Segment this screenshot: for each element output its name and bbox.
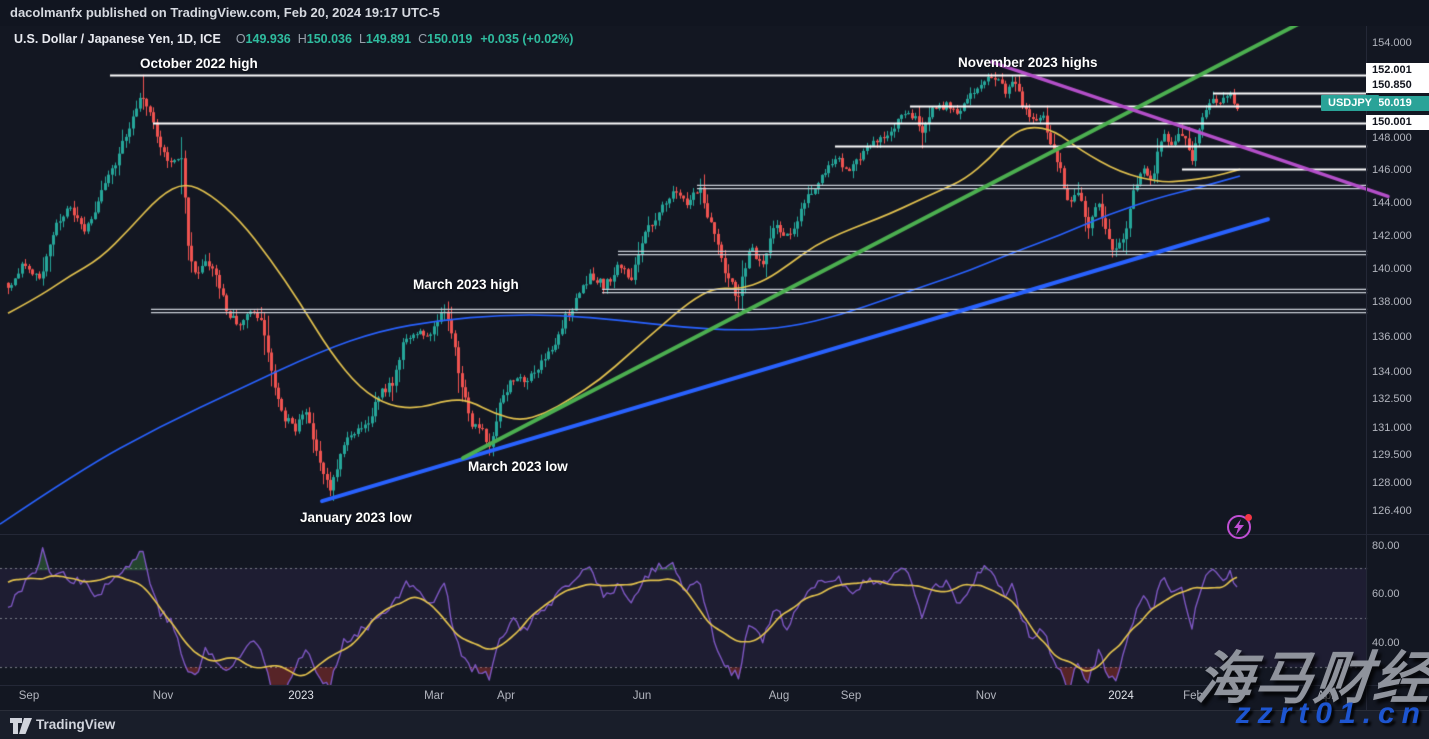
price-axis-tick[interactable]: 136.000 xyxy=(1372,331,1412,343)
price-axis-tick[interactable]: 148.000 xyxy=(1372,132,1412,144)
price-axis-tick[interactable]: 138.000 xyxy=(1372,296,1412,308)
price-axis-tick[interactable]: 126.400 xyxy=(1372,505,1412,517)
watermark-url: zzrt01.cn xyxy=(1235,697,1427,730)
time-axis-tick[interactable]: Sep xyxy=(18,690,40,702)
chart-canvas[interactable] xyxy=(0,0,1429,710)
attribution-bar: dacolmanfx published on TradingView.com,… xyxy=(0,0,1429,26)
chart-annotation: March 2023 high xyxy=(413,277,519,292)
high-label: H xyxy=(297,32,307,46)
price-badge-152.001: 152.001 xyxy=(1366,62,1429,78)
lightning-bolt-icon xyxy=(1234,519,1244,535)
timeline-border xyxy=(0,685,1429,686)
price-axis-tick[interactable]: 142.000 xyxy=(1372,230,1412,242)
price-axis-border xyxy=(1366,26,1367,710)
price-axis-tick[interactable]: 132.500 xyxy=(1372,393,1412,405)
time-axis-tick[interactable]: 2023 xyxy=(288,690,314,702)
price-axis-tick[interactable]: 131.000 xyxy=(1372,422,1412,434)
notification-dot xyxy=(1245,514,1252,521)
time-axis-tick[interactable]: Nov xyxy=(152,690,174,702)
time-axis-tick[interactable]: Mar xyxy=(424,690,444,702)
open-label: O xyxy=(235,32,246,46)
price-axis-tick[interactable]: 146.000 xyxy=(1372,164,1412,176)
pane-separator[interactable] xyxy=(0,534,1429,535)
open-value: 149.936 xyxy=(245,32,291,46)
close-label: C xyxy=(418,32,428,46)
time-axis-tick[interactable]: Aug xyxy=(768,690,790,702)
low-value: 149.891 xyxy=(365,32,412,46)
chart-annotation: January 2023 low xyxy=(300,510,412,525)
price-badge-150.001: 150.001 xyxy=(1366,114,1429,130)
time-axis-tick[interactable]: 2024 xyxy=(1108,690,1134,702)
chart-annotation: March 2023 low xyxy=(468,459,568,474)
time-axis-tick[interactable]: Jun xyxy=(632,690,652,702)
chart-annotation: October 2022 high xyxy=(140,56,258,71)
low-label: L xyxy=(358,32,366,46)
price-axis-tick[interactable]: 144.000 xyxy=(1372,197,1412,209)
lightning-event-icon[interactable] xyxy=(1227,514,1252,539)
time-axis-tick[interactable]: Apr xyxy=(497,690,515,702)
change-value: +0.035 (+0.02%) xyxy=(480,32,574,46)
chart-annotation: November 2023 highs xyxy=(958,55,1098,70)
price-axis-tick[interactable]: 134.000 xyxy=(1372,366,1412,378)
price-axis-tick[interactable]: 154.000 xyxy=(1372,37,1412,49)
price-badge-150.019: 150.019 xyxy=(1366,95,1429,111)
rsi-axis-tick[interactable]: 60.00 xyxy=(1372,588,1400,600)
footer-bar: TradingView xyxy=(0,710,1429,739)
time-axis-tick[interactable]: Apr xyxy=(1317,690,1335,702)
price-axis-tick[interactable]: 129.500 xyxy=(1372,449,1412,461)
price-axis-tick[interactable]: 140.000 xyxy=(1372,263,1412,275)
time-axis-tick[interactable]: Nov xyxy=(975,690,997,702)
time-axis-tick[interactable]: Sep xyxy=(840,690,862,702)
rsi-axis-tick[interactable]: 80.00 xyxy=(1372,540,1400,552)
tradingview-logo[interactable] xyxy=(10,718,32,734)
attribution-text: dacolmanfx published on TradingView.com,… xyxy=(10,5,440,20)
symbol-name-badge: USDJPY xyxy=(1321,95,1380,111)
symbol-legend[interactable]: U.S. Dollar / Japanese Yen, 1D, ICE O149.… xyxy=(14,32,573,46)
price-axis-tick[interactable]: 128.000 xyxy=(1372,477,1412,489)
tradingview-brand-text[interactable]: TradingView xyxy=(36,717,116,732)
close-value: 150.019 xyxy=(427,32,473,46)
symbol-title[interactable]: U.S. Dollar / Japanese Yen, 1D, ICE xyxy=(14,32,221,46)
time-axis-tick[interactable]: Feb xyxy=(1183,690,1203,702)
rsi-axis-tick[interactable]: 40.00 xyxy=(1372,637,1400,649)
high-value: 150.036 xyxy=(306,32,352,46)
price-badge-150.850: 150.850 xyxy=(1366,77,1429,93)
